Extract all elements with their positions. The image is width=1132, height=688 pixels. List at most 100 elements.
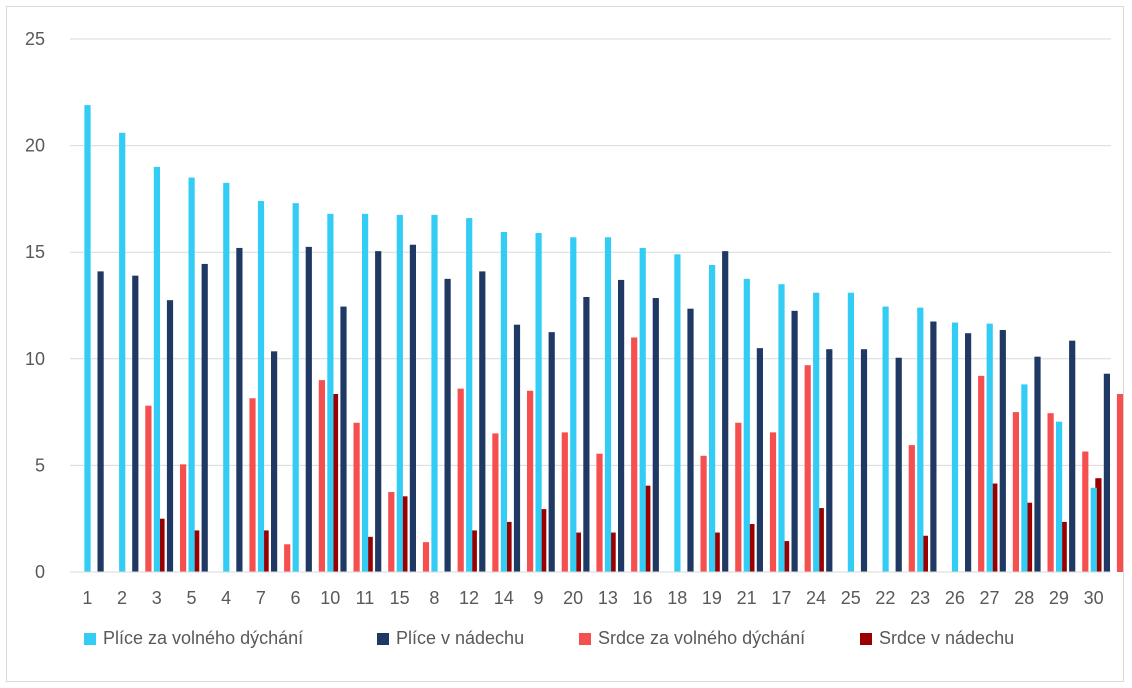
bar-3-27 — [1012, 412, 1019, 572]
bar-1-24 — [813, 292, 820, 572]
bar-3-8 — [457, 388, 464, 572]
bar-2-23 — [930, 321, 937, 572]
x-tick-label: 18 — [667, 588, 687, 608]
x-tick-label: 23 — [910, 588, 930, 608]
bar-1-25 — [847, 292, 854, 572]
bar-2-25 — [860, 349, 868, 572]
bar-1-4 — [223, 182, 230, 572]
bar-2-8 — [444, 278, 451, 572]
x-tick-label: 17 — [771, 588, 791, 608]
bar-2-18 — [687, 308, 694, 572]
bar-2-2 — [132, 275, 139, 572]
bar-3-4 — [249, 398, 256, 572]
bar-1-20 — [570, 237, 577, 572]
bar-3-14 — [527, 390, 534, 572]
bar-3-6 — [318, 380, 325, 572]
bar-2-1 — [97, 271, 104, 572]
x-tick-label: 10 — [320, 588, 340, 608]
bar-3-30 — [1116, 393, 1124, 572]
bar-3-26 — [978, 375, 985, 572]
bar-4-11 — [401, 496, 408, 572]
legend-item: Plíce v nádechu — [377, 628, 524, 648]
bar-3-10 — [353, 422, 360, 572]
bar-2-28 — [1034, 356, 1041, 572]
bar-1-7 — [257, 201, 265, 573]
bar-4-29 — [1095, 478, 1102, 572]
bar-3-21 — [769, 432, 777, 572]
bar-2-19 — [722, 251, 729, 572]
bar-4-3 — [193, 530, 200, 572]
x-tick-label: 6 — [291, 588, 301, 608]
bar-4-27 — [1025, 502, 1033, 572]
bar-1-9 — [535, 233, 542, 572]
legend: Plíce za volného dýchání Plíce v nádechu S… — [84, 628, 1014, 648]
bar-1-27 — [986, 323, 993, 572]
bar-4-21 — [783, 541, 790, 572]
x-tick-label: 3 — [152, 588, 162, 608]
x-tick-label: 27 — [980, 588, 1000, 608]
bar-1-14 — [500, 231, 507, 573]
bar-2-21 — [756, 348, 763, 572]
bar-3-19 — [735, 422, 742, 572]
y-tick-label: 20 — [25, 136, 45, 156]
legend-item: Srdce za volného dýchání — [579, 628, 805, 648]
bar-2-30 — [1103, 373, 1110, 572]
bar-1-6 — [292, 203, 299, 572]
bar-3-9 — [561, 432, 568, 572]
x-tick-label: 16 — [633, 588, 653, 608]
bar-4-9 — [574, 532, 581, 572]
y-tick-label: 10 — [25, 349, 45, 369]
x-tick-label: 11 — [356, 588, 375, 608]
bar-2-27 — [999, 330, 1006, 572]
x-tick-label: 5 — [186, 588, 196, 608]
legend-label: Srdce za volného dýchání — [598, 628, 805, 648]
bar-1-5 — [188, 177, 195, 572]
bar-3-28 — [1047, 413, 1054, 572]
x-tick-label: 28 — [1014, 588, 1034, 608]
bar-4-20 — [609, 532, 616, 572]
bar-2-26 — [965, 333, 972, 572]
bar-4-2 — [158, 518, 165, 572]
bar-3-15 — [422, 542, 430, 572]
chart-area: 0 5 10 15 20 25 1 2 3 5 4 7 6 10 11 15 8 12 14 9 20 13 16 18 19 2… — [6, 6, 1124, 682]
bar-1-15 — [396, 214, 403, 572]
bar-1-8 — [431, 214, 438, 572]
x-tick-label: 24 — [806, 588, 826, 608]
x-tick-label: 29 — [1049, 588, 1069, 608]
bar-1-16 — [639, 247, 646, 572]
bar-1-22 — [882, 306, 889, 572]
x-tick-label: 13 — [598, 588, 618, 608]
bar-4-8 — [470, 530, 477, 572]
y-tick-label: 15 — [25, 242, 45, 262]
bar-2-13 — [618, 279, 625, 572]
bar-3-13 — [631, 337, 638, 572]
bar-3-2 — [145, 405, 152, 572]
bar-1-28 — [1021, 384, 1028, 572]
bar-4-26 — [991, 483, 998, 572]
bar-4-6 — [331, 393, 339, 572]
legend-label: Srdce v nádechu — [879, 628, 1014, 648]
bar-1-29 — [1056, 421, 1063, 572]
legend-label: Plíce v nádechu — [396, 628, 524, 648]
x-tick-label: 4 — [221, 588, 231, 608]
x-tick-label: 19 — [702, 588, 722, 608]
bar-2-4 — [236, 247, 243, 572]
bar-1-21 — [743, 278, 750, 572]
bar-1-30 — [1090, 487, 1097, 572]
x-tick-label: 22 — [875, 588, 895, 608]
bar-2-15 — [409, 244, 416, 572]
legend-item: Srdce v nádechu — [860, 628, 1014, 648]
x-tick-label: 20 — [563, 588, 583, 608]
x-tick-label: 25 — [841, 588, 861, 608]
bar-2-16 — [652, 298, 659, 572]
x-tick-label: 12 — [459, 588, 479, 608]
bar-1-3 — [153, 166, 160, 573]
legend-swatch — [579, 633, 591, 645]
bars — [84, 105, 1124, 573]
bar-1-1 — [84, 105, 91, 572]
bar-3-22 — [908, 445, 915, 572]
bar-2-22 — [895, 357, 902, 572]
bar-2-14 — [513, 324, 521, 572]
x-tick-label: 9 — [533, 588, 543, 608]
